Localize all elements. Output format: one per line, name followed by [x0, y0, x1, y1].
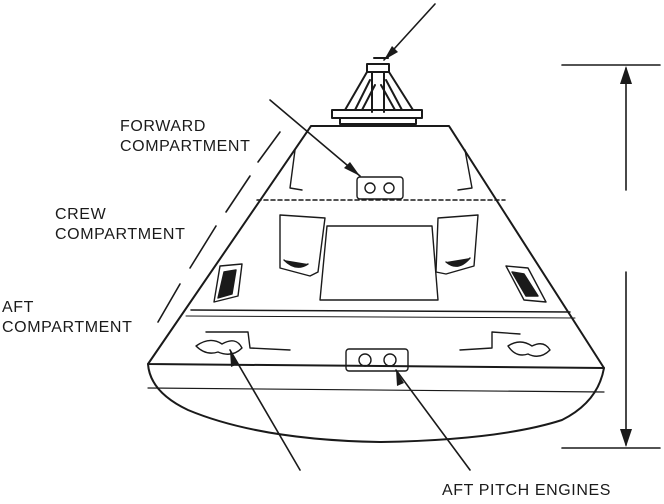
forward-compartment-label: FORWARD COMPARTMENT [120, 117, 250, 157]
arrowheads [230, 46, 404, 386]
crew-compartment-label-line2: COMPARTMENT [55, 226, 186, 243]
capsule-body [147, 125, 605, 443]
dimension-arrowheads [620, 66, 632, 447]
compartment-dividers [185, 199, 576, 319]
crew-details [213, 214, 547, 303]
crew-compartment-label: CREW COMPARTMENT [55, 205, 185, 245]
forward-details [289, 149, 473, 200]
crew-compartment-label-line1: CREW [55, 206, 107, 223]
docking-probe [331, 57, 423, 125]
edge-marks [157, 131, 281, 323]
aft-compartment-label-line1: AFT [2, 299, 35, 316]
forward-compartment-label-line1: FORWARD [120, 118, 206, 135]
aft-compartment-label: AFT COMPARTMENT [2, 298, 132, 338]
aft-details [195, 331, 551, 372]
height-dimension [561, 64, 661, 449]
aft-compartment-label-line2: COMPARTMENT [2, 319, 133, 336]
forward-compartment-label-line2: COMPARTMENT [120, 138, 251, 155]
aft-pitch-engines-label: AFT PITCH ENGINES [442, 482, 612, 499]
